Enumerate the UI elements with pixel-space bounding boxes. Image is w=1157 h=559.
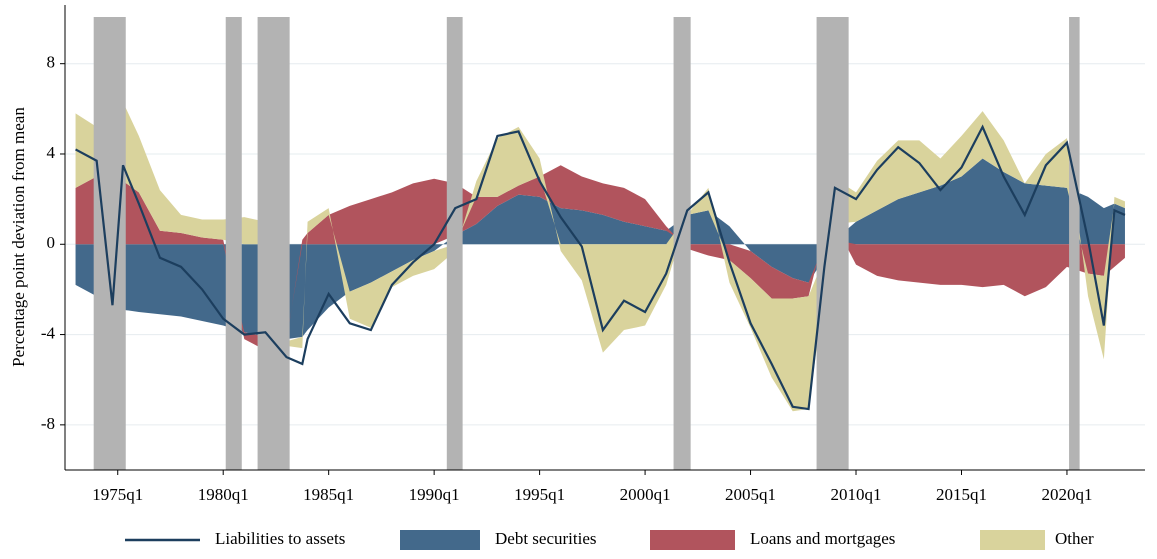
legend-label: Other bbox=[1055, 529, 1094, 548]
recession-band bbox=[257, 17, 290, 470]
x-tick-label: 2010q1 bbox=[831, 485, 882, 504]
x-tick-label: 2005q1 bbox=[725, 485, 776, 504]
recession-band bbox=[1069, 17, 1080, 470]
y-tick-label: -8 bbox=[41, 414, 55, 433]
area bbox=[75, 102, 1125, 412]
recession-band bbox=[816, 17, 849, 470]
line bbox=[75, 124, 1126, 411]
legend-swatch bbox=[650, 530, 735, 550]
y-tick-label: 4 bbox=[47, 143, 56, 162]
legend-label: Liabilities to assets bbox=[215, 529, 345, 548]
x-tick-label: 1995q1 bbox=[514, 485, 565, 504]
area bbox=[75, 165, 1125, 351]
legend-swatch bbox=[980, 530, 1045, 550]
legend-swatch bbox=[400, 530, 480, 550]
x-tick-label: 1980q1 bbox=[198, 485, 249, 504]
x-tick-label: 1975q1 bbox=[92, 485, 143, 504]
x-tick-label: 1985q1 bbox=[303, 485, 354, 504]
x-tick-label: 2015q1 bbox=[936, 485, 987, 504]
recession-band bbox=[673, 17, 691, 470]
y-tick-label: -4 bbox=[41, 323, 56, 342]
y-tick-label: 8 bbox=[47, 53, 56, 72]
x-tick-label: 2020q1 bbox=[1041, 485, 1092, 504]
legend-label: Debt securities bbox=[495, 529, 597, 548]
area bbox=[75, 158, 1125, 340]
y-tick-label: 0 bbox=[47, 233, 56, 252]
x-tick-label: 1990q1 bbox=[409, 485, 460, 504]
x-tick-label: 2000q1 bbox=[620, 485, 671, 504]
recession-band bbox=[446, 17, 463, 470]
recession-band bbox=[225, 17, 242, 470]
legend-label: Loans and mortgages bbox=[750, 529, 895, 548]
y-axis-label: Percentage point deviation from mean bbox=[9, 107, 28, 367]
recession-band bbox=[93, 17, 126, 470]
